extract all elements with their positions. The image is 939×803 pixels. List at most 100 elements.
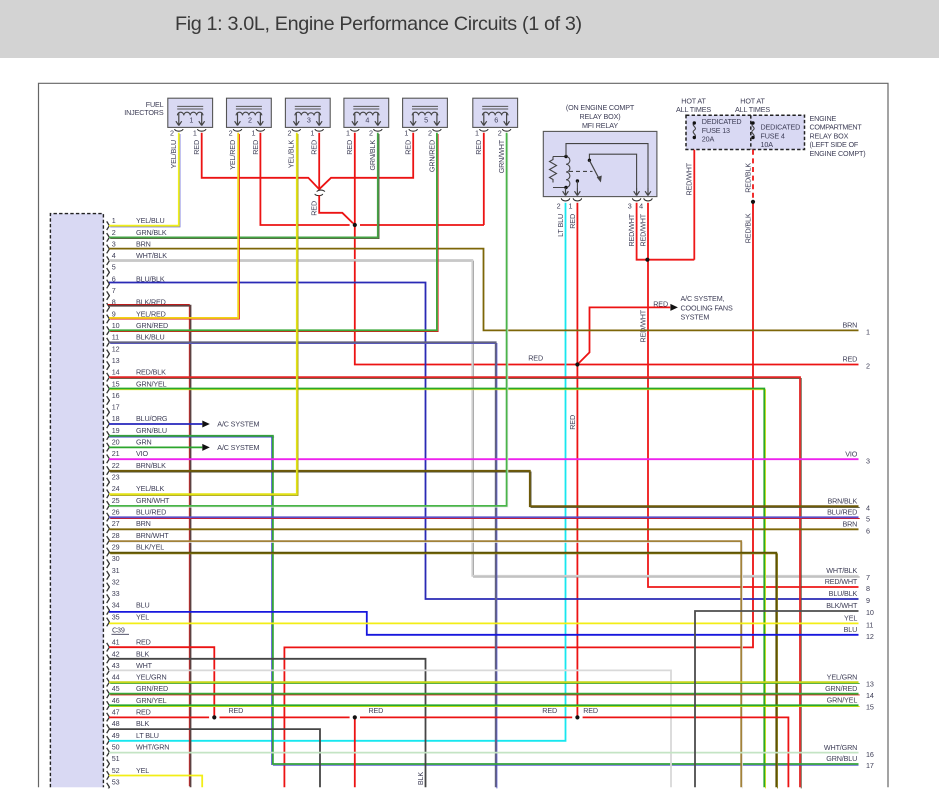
svg-text:4: 4: [365, 116, 369, 125]
svg-text:10: 10: [112, 321, 120, 330]
svg-text:YEL/BLU: YEL/BLU: [136, 216, 165, 225]
svg-text:6: 6: [112, 274, 116, 283]
svg-text:YEL: YEL: [136, 612, 149, 621]
svg-text:2: 2: [866, 362, 870, 371]
svg-text:3: 3: [307, 116, 311, 125]
svg-text:RED: RED: [528, 353, 543, 362]
svg-text:41: 41: [112, 638, 120, 647]
svg-text:BRN: BRN: [136, 239, 151, 248]
svg-text:RED/WHT: RED/WHT: [685, 162, 694, 195]
svg-text:BLU/BLK: BLU/BLK: [829, 589, 858, 598]
svg-text:2: 2: [287, 129, 291, 138]
svg-text:GRN/RED: GRN/RED: [136, 684, 168, 693]
svg-text:BLU: BLU: [136, 601, 150, 610]
svg-text:BLU/RED: BLU/RED: [136, 507, 166, 516]
svg-text:26: 26: [112, 507, 120, 516]
svg-text:1: 1: [569, 201, 573, 210]
svg-text:2: 2: [112, 228, 116, 237]
svg-text:GRN/RED: GRN/RED: [825, 684, 857, 693]
svg-text:BRN/BLK: BRN/BLK: [136, 461, 166, 470]
svg-text:YEL/GRN: YEL/GRN: [827, 672, 858, 681]
svg-text:RED/WHT: RED/WHT: [825, 577, 858, 586]
svg-text:RED: RED: [583, 706, 598, 715]
svg-text:1: 1: [193, 129, 197, 138]
svg-text:8: 8: [112, 298, 116, 307]
svg-text:HOT AT: HOT AT: [681, 96, 706, 105]
svg-text:RED: RED: [369, 706, 384, 715]
svg-text:52: 52: [112, 766, 120, 775]
svg-text:RED: RED: [568, 415, 577, 430]
svg-text:LT BLU: LT BLU: [136, 731, 159, 740]
svg-text:GRN/WHT: GRN/WHT: [136, 496, 170, 505]
svg-text:INJECTORS: INJECTORS: [124, 108, 164, 117]
svg-text:YEL/RED: YEL/RED: [228, 140, 237, 170]
svg-text:12: 12: [112, 344, 120, 353]
svg-text:RED: RED: [568, 214, 577, 229]
svg-text:35: 35: [112, 612, 120, 621]
svg-text:BLK: BLK: [136, 719, 149, 728]
svg-text:FUSE 4: FUSE 4: [761, 131, 785, 140]
svg-text:5: 5: [424, 116, 428, 125]
svg-text:YEL/GRN: YEL/GRN: [136, 673, 167, 682]
svg-text:A/C SYSTEM,: A/C SYSTEM,: [681, 294, 725, 303]
svg-text:DEDICATED: DEDICATED: [761, 123, 801, 132]
svg-text:16: 16: [112, 391, 120, 400]
svg-text:21: 21: [112, 449, 120, 458]
svg-text:RED: RED: [474, 140, 483, 155]
svg-text:YEL: YEL: [844, 614, 857, 623]
svg-text:2: 2: [557, 201, 561, 210]
svg-text:2: 2: [170, 129, 174, 138]
svg-text:WHT/BLK: WHT/BLK: [826, 566, 857, 575]
svg-text:34: 34: [112, 601, 120, 610]
svg-text:17: 17: [866, 761, 874, 770]
svg-text:BLK: BLK: [416, 772, 425, 785]
svg-text:19: 19: [112, 426, 120, 435]
svg-text:46: 46: [112, 696, 120, 705]
svg-text:11: 11: [866, 621, 873, 630]
svg-text:YEL/BLK: YEL/BLK: [287, 140, 296, 168]
svg-text:BRN/BLK: BRN/BLK: [827, 496, 857, 505]
svg-text:1: 1: [866, 328, 870, 337]
svg-text:43: 43: [112, 661, 120, 670]
svg-text:9: 9: [866, 596, 870, 605]
svg-text:WHT/GRN: WHT/GRN: [136, 742, 169, 751]
svg-text:VIO: VIO: [136, 449, 148, 458]
svg-text:GRN/BLK: GRN/BLK: [368, 140, 377, 171]
svg-text:22: 22: [112, 461, 120, 470]
svg-text:RED: RED: [251, 140, 260, 155]
svg-text:13: 13: [866, 679, 874, 688]
svg-text:ENGINE COMPT): ENGINE COMPT): [810, 149, 866, 158]
svg-text:FUSE 13: FUSE 13: [702, 126, 730, 135]
svg-text:1: 1: [310, 129, 314, 138]
svg-text:5: 5: [866, 515, 870, 524]
svg-text:YEL/BLU: YEL/BLU: [169, 140, 178, 169]
svg-text:RED: RED: [653, 300, 668, 309]
svg-text:RELAY BOX): RELAY BOX): [580, 112, 621, 121]
svg-text:7: 7: [112, 286, 116, 295]
svg-text:53: 53: [112, 777, 120, 786]
svg-text:ENGINE: ENGINE: [810, 114, 837, 123]
svg-text:RED: RED: [404, 140, 413, 155]
svg-text:(LEFT SIDE OF: (LEFT SIDE OF: [810, 140, 859, 149]
svg-text:1: 1: [189, 116, 193, 125]
svg-text:WHT/GRN: WHT/GRN: [824, 743, 857, 752]
svg-text:DEDICATED: DEDICATED: [702, 117, 742, 126]
svg-text:6: 6: [494, 116, 498, 125]
svg-text:COMPARTMENT: COMPARTMENT: [810, 123, 863, 132]
svg-text:GRN/RED: GRN/RED: [136, 321, 168, 330]
svg-text:(ON ENGINE COMPT: (ON ENGINE COMPT: [566, 103, 635, 112]
svg-text:RED/WHT: RED/WHT: [638, 309, 647, 342]
svg-text:BRN: BRN: [842, 321, 857, 330]
svg-text:RED: RED: [842, 355, 857, 364]
svg-text:BLK/BLU: BLK/BLU: [136, 333, 165, 342]
svg-text:15: 15: [112, 379, 120, 388]
svg-text:1: 1: [346, 129, 350, 138]
svg-text:GRN/YEL: GRN/YEL: [136, 696, 167, 705]
svg-text:30: 30: [112, 554, 120, 563]
svg-text:6: 6: [866, 527, 870, 536]
svg-text:VIO: VIO: [845, 449, 857, 458]
svg-text:BLU: BLU: [844, 625, 858, 634]
svg-text:BLU/BLK: BLU/BLK: [136, 274, 165, 283]
svg-text:RED: RED: [192, 140, 201, 155]
svg-text:5: 5: [112, 263, 116, 272]
